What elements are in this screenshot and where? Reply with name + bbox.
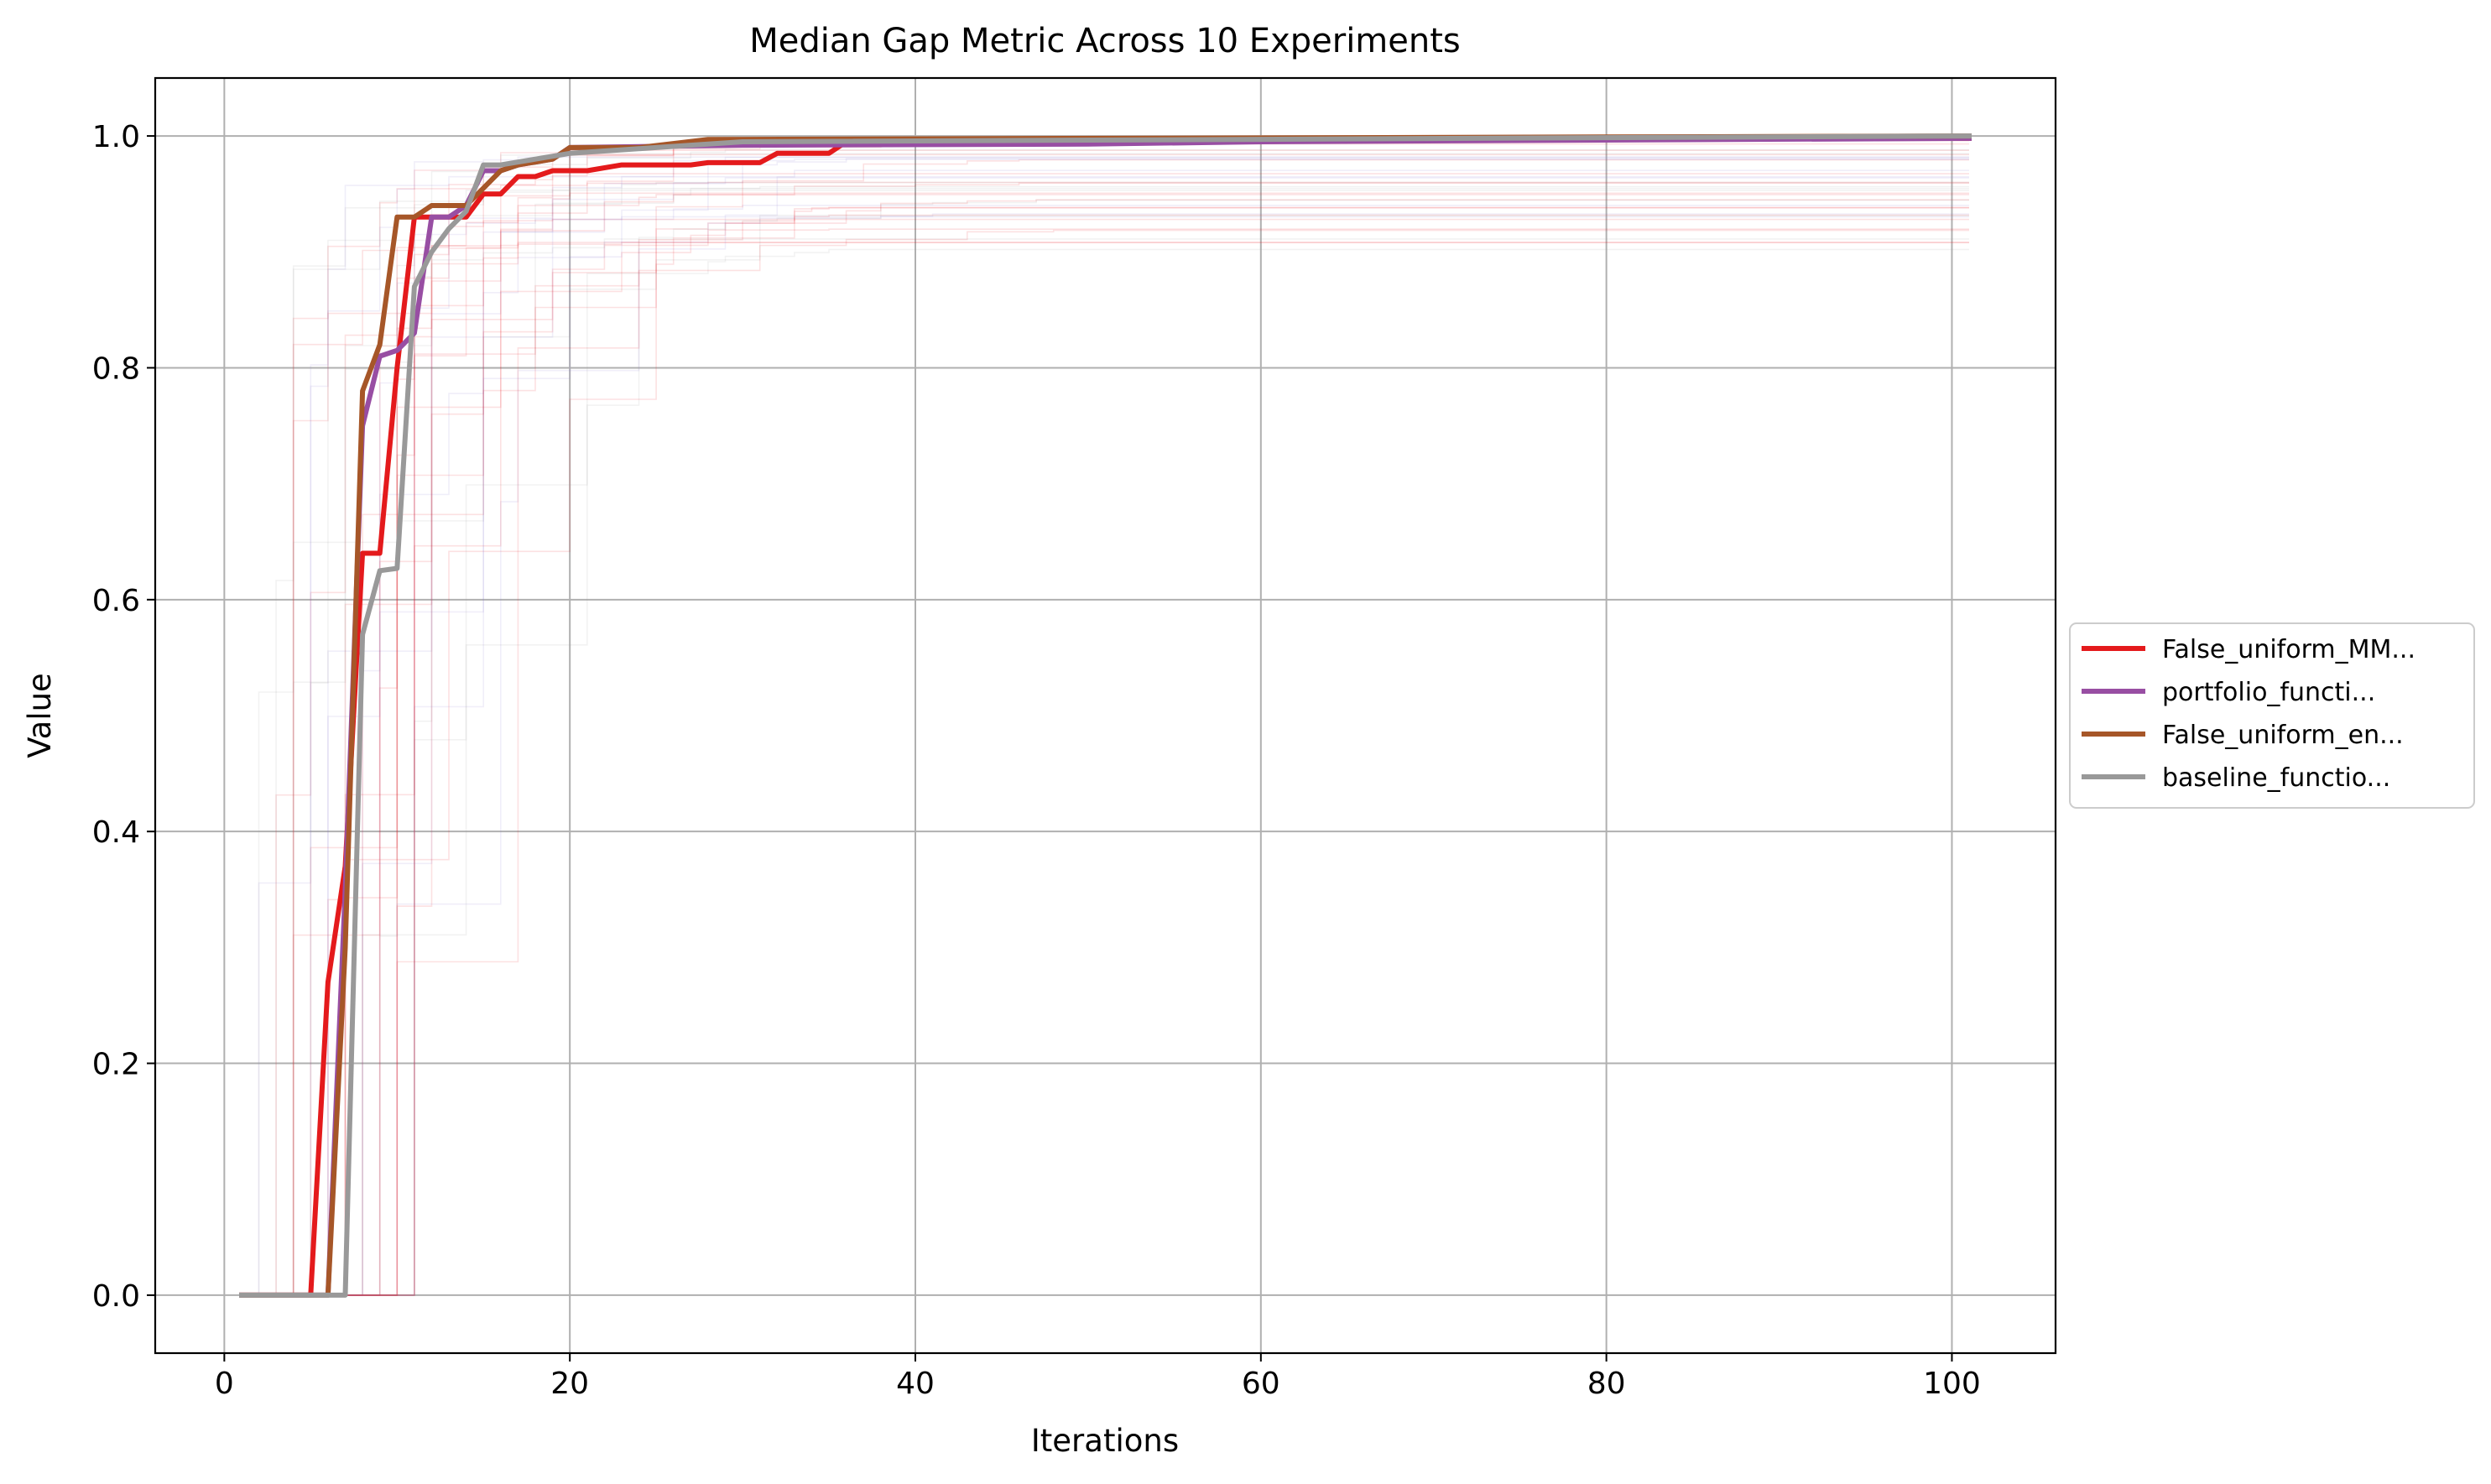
experiment-trace	[242, 156, 1969, 1296]
experiment-trace	[242, 187, 1969, 1296]
experiment-trace	[242, 182, 1969, 1296]
experiment-trace	[242, 169, 1969, 1296]
experiment-trace	[242, 158, 1969, 1296]
experiment-trace	[242, 175, 1969, 1296]
legend-label: portfolio_functi...	[2162, 678, 2375, 707]
legend-frame	[2069, 622, 2475, 809]
y-tick-label: 0.0	[92, 1279, 140, 1314]
experiment-trace	[242, 181, 1969, 1296]
experiment-trace	[242, 199, 1969, 1296]
x-tick-label: 40	[896, 1367, 935, 1401]
experiment-trace	[242, 159, 1969, 1296]
experiment-trace	[242, 228, 1969, 1296]
x-tick-label: 100	[1923, 1367, 1981, 1401]
legend[interactable]: False_uniform_MM... portfolio_functi... Fa…	[2069, 622, 2475, 809]
legend-label: baseline_functio...	[2162, 763, 2390, 793]
experiment-trace	[242, 242, 1969, 1296]
x-tick-label: 60	[1242, 1367, 1280, 1401]
experiment-trace	[242, 213, 1969, 1296]
experiment-trace	[242, 242, 1969, 1296]
plot-area-frame	[154, 76, 2057, 1355]
experiment-trace	[242, 207, 1969, 1296]
experiment-trace	[242, 199, 1969, 1296]
legend-label: False_uniform_en...	[2162, 721, 2404, 750]
x-tick-label: 20	[550, 1367, 589, 1401]
faint-experiment-traces	[242, 138, 1969, 1296]
y-tick-label: 0.6	[92, 584, 140, 618]
y-axis-label: Value	[22, 673, 58, 758]
y-axis-ticks: 0.0 0.2 0.4 0.6 0.8 1.0	[92, 120, 155, 1314]
median-series-lines	[239, 133, 1972, 1298]
experiment-trace	[242, 173, 1969, 1296]
y-tick-label: 0.8	[92, 351, 140, 386]
experiment-trace	[242, 248, 1969, 1296]
legend-item[interactable]: portfolio_functi...	[2082, 678, 2375, 707]
experiment-trace	[242, 206, 1969, 1296]
grid	[155, 78, 2056, 1353]
experiment-trace	[242, 149, 1969, 1296]
experiment-trace	[242, 156, 1969, 1296]
y-tick-label: 0.4	[92, 815, 140, 850]
legend-item[interactable]: False_uniform_MM...	[2082, 635, 2415, 664]
experiment-trace	[242, 238, 1969, 1296]
experiment-trace	[242, 159, 1969, 1296]
legend-label: False_uniform_MM...	[2162, 635, 2415, 664]
legend-item[interactable]: False_uniform_en...	[2082, 721, 2404, 750]
y-tick-label: 1.0	[92, 120, 140, 154]
experiment-trace	[242, 181, 1969, 1296]
x-tick-label: 80	[1587, 1367, 1626, 1401]
experiment-trace	[242, 215, 1969, 1296]
experiment-trace	[242, 214, 1969, 1296]
legend-item[interactable]: baseline_functio...	[2082, 763, 2390, 793]
experiment-trace	[242, 190, 1969, 1296]
experiment-trace	[242, 153, 1969, 1296]
x-axis-label: Iterations	[1031, 1423, 1179, 1459]
experiment-trace	[242, 229, 1969, 1296]
x-axis-ticks: 0 20 40 60 80 100	[215, 1353, 1981, 1401]
experiment-trace	[242, 205, 1969, 1296]
series-line-1	[239, 135, 1972, 1298]
y-tick-label: 0.2	[92, 1048, 140, 1082]
experiment-trace	[242, 192, 1969, 1296]
chart-title: Median Gap Metric Across 10 Experiments	[749, 22, 1461, 60]
experiment-trace	[242, 194, 1969, 1296]
x-tick-label: 0	[215, 1367, 234, 1401]
series-line-4	[239, 133, 1972, 1298]
experiment-trace	[242, 154, 1969, 1296]
experiment-trace	[242, 177, 1969, 1296]
